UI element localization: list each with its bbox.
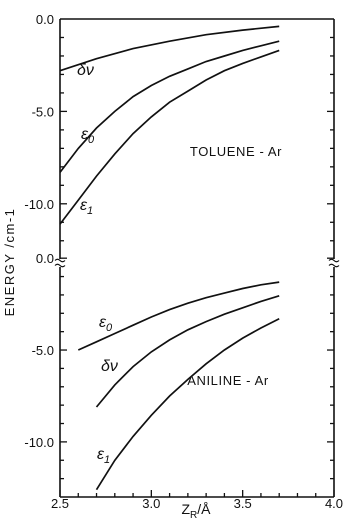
left-axis-break-mark — [54, 258, 66, 263]
x-tick-label: 4.0 — [325, 496, 343, 511]
y-tick-label: -10.0 — [24, 435, 54, 450]
series-line-top — [59, 49, 280, 225]
x-axis-label-subscript: R — [190, 510, 197, 521]
series-label: ε1 — [80, 197, 93, 217]
series-label: ε0 — [81, 126, 95, 146]
y-tick-label: 0.0 — [36, 12, 54, 27]
series-line-top — [59, 25, 280, 72]
panel-annotation: TOLUENE - Ar — [190, 144, 282, 159]
y-axis-label: ENERGY /cm-1 — [2, 208, 17, 317]
series-line-bottom — [77, 281, 280, 351]
series-label: ε1 — [97, 446, 110, 466]
left-axis-break-mark — [54, 263, 66, 268]
x-axis-label-unit: /Å — [197, 501, 211, 517]
right-axis-break-mark — [328, 258, 340, 263]
series-line-top — [59, 40, 280, 173]
y-tick-label: -5.0 — [32, 343, 54, 358]
y-tick-label: -10.0 — [24, 197, 54, 212]
chart-frame: 2.5 3.0 3.5 4.0 — [51, 18, 343, 511]
x-tick-label: 3.0 — [142, 496, 160, 511]
series-line-bottom — [95, 294, 280, 408]
x-tick-label: 3.5 — [234, 496, 252, 511]
x-tick-label: 2.5 — [51, 496, 69, 511]
panel-bottom: 0.0 -5.0 -10.0 ε0 δν ε1 ANILINE - Ar — [24, 251, 334, 491]
y-tick-label: -5.0 — [32, 104, 54, 119]
x-axis-label: ZR/Å — [181, 501, 211, 521]
panel-top: 0.0 -5.0 -10.0 δν ε0 ε1 TOLUENE - Ar — [24, 12, 334, 242]
series-label: ε0 — [99, 314, 113, 334]
series-label: δν — [101, 358, 118, 375]
panel-annotation: ANILINE - Ar — [187, 373, 269, 388]
series-line-bottom — [95, 318, 280, 491]
x-axis-label-symbol: Z — [181, 501, 190, 517]
chart-panels: 0.0 -5.0 -10.0 δν ε0 ε1 TOLUENE - Ar 0.0 -5.0 -10… — [24, 12, 334, 491]
y-tick-label: 0.0 — [36, 251, 54, 266]
right-axis-break-mark — [328, 263, 340, 268]
series-label: δν — [77, 62, 94, 79]
